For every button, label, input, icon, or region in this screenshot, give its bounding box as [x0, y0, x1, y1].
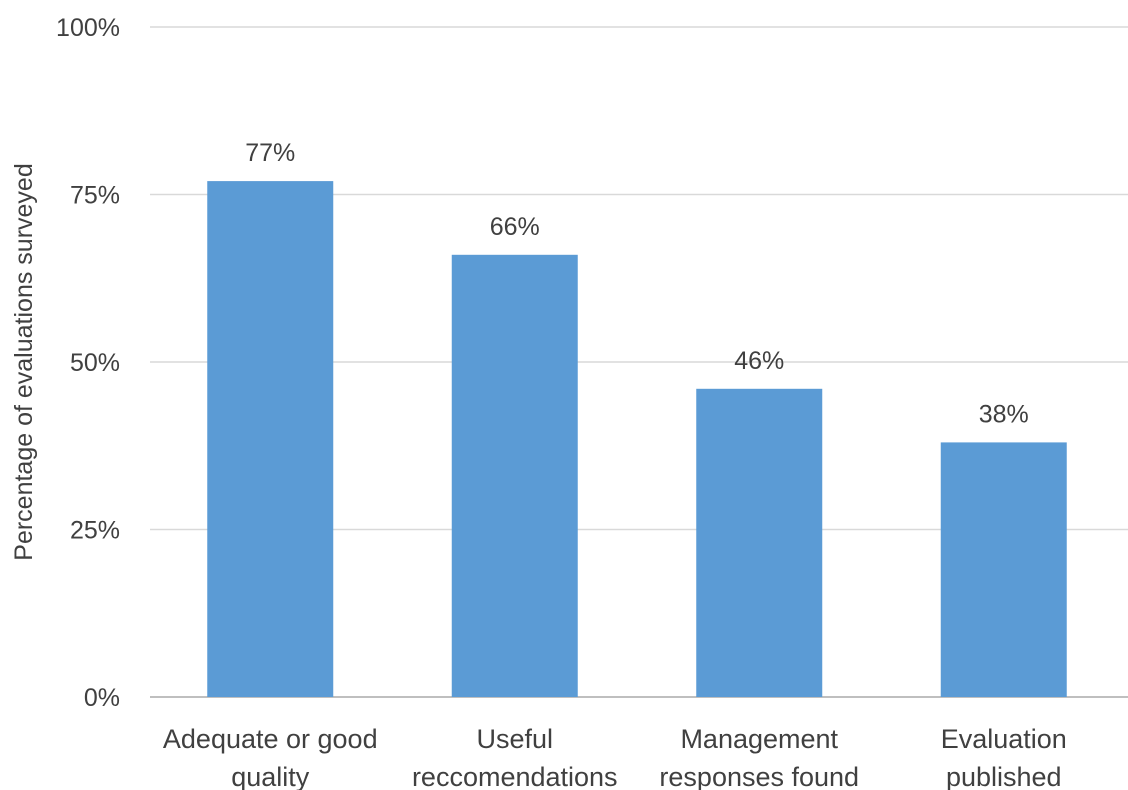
- y-tick-label: 75%: [70, 182, 120, 210]
- x-category-label: Management: [680, 724, 838, 754]
- y-tick-label: 25%: [70, 517, 120, 545]
- x-category-labels: Adequate or good quality Useful reccomendat…: [163, 724, 1067, 790]
- y-tick-label: 100%: [56, 14, 120, 42]
- data-label: 38%: [979, 400, 1029, 428]
- data-label: 46%: [734, 347, 784, 375]
- y-tick-label: 0%: [84, 684, 120, 712]
- bar: [207, 181, 334, 698]
- x-category-label: Useful: [476, 724, 553, 754]
- y-axis-label: Percentage of evaluations surveyed: [10, 163, 38, 560]
- bar: [451, 254, 578, 698]
- x-category-label: published: [946, 762, 1062, 790]
- bar: [696, 388, 823, 697]
- y-tick-labels: 0% 25% 50% 75% 100%: [56, 14, 120, 712]
- bars: [207, 181, 1067, 698]
- x-category-label: quality: [231, 762, 310, 790]
- x-category-label: reccomendations: [412, 762, 618, 790]
- x-category-label: Adequate or good: [163, 724, 378, 754]
- x-category-label: Evaluation: [941, 724, 1067, 754]
- data-labels: 77% 66% 46% 38%: [245, 139, 1029, 428]
- bar: [940, 442, 1067, 697]
- y-tick-label: 50%: [70, 349, 120, 377]
- x-category-label: responses found: [659, 762, 859, 790]
- data-label: 66%: [490, 213, 540, 241]
- data-label: 77%: [245, 139, 295, 167]
